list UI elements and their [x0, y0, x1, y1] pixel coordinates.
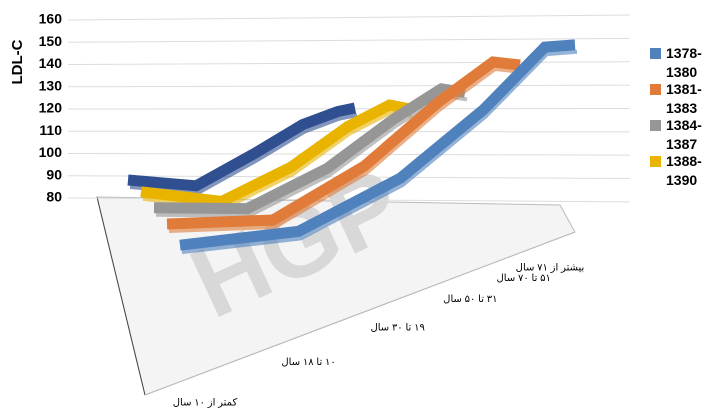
- y-tick-label: 140: [39, 55, 63, 71]
- legend-swatch: [650, 48, 661, 59]
- ribbon: [153, 83, 466, 215]
- grid-line: [67, 37, 631, 43]
- legend-label: 1388-1390: [666, 153, 702, 188]
- grid-line: [67, 61, 631, 65]
- y-tick-label: 150: [39, 33, 63, 49]
- legend-label: 1378-1380: [666, 45, 702, 80]
- x-tick-label: ۱۹ تا ۳۰ سال: [370, 322, 424, 333]
- grid-line: [67, 84, 631, 88]
- y-tick-label: 120: [39, 100, 63, 116]
- y-tick-label: 90: [46, 166, 62, 182]
- legend-swatch: [650, 120, 661, 131]
- y-tick-label: 80: [46, 189, 62, 205]
- grid-line: [67, 14, 631, 21]
- legend-swatch: [650, 156, 661, 167]
- x-tick-label: بیشتر از ۷۱ سال: [516, 263, 585, 274]
- x-tick-label: ۳۱ تا ۵۰ سال: [443, 294, 497, 305]
- x-tick-label: ۱۰ تا ۱۸ سال: [281, 357, 335, 368]
- ribbon: [127, 102, 357, 192]
- y-tick-label: 160: [39, 11, 63, 27]
- ribbon: [179, 39, 576, 251]
- x-tick-label: ۵۱ تا ۷۰ سال: [497, 273, 551, 284]
- y-tick-label: 110: [39, 122, 62, 138]
- ribbon: [166, 56, 521, 230]
- y-tick-label: 100: [39, 144, 63, 160]
- ribbon-edge: [168, 66, 523, 233]
- x-tick-label: کمتر از ۱۰ سال: [173, 398, 238, 409]
- x-axis: [144, 231, 576, 396]
- y-tick-label: 130: [39, 77, 63, 93]
- legend-swatch: [650, 84, 661, 95]
- ribbon-edge: [181, 49, 578, 255]
- legend-label: 1381-1383: [666, 81, 702, 116]
- depth-axis: [96, 196, 146, 396]
- ribbon: [140, 99, 412, 208]
- legend-label: 1384-1387: [666, 117, 702, 152]
- y-axis-label: LDL-C: [9, 39, 26, 84]
